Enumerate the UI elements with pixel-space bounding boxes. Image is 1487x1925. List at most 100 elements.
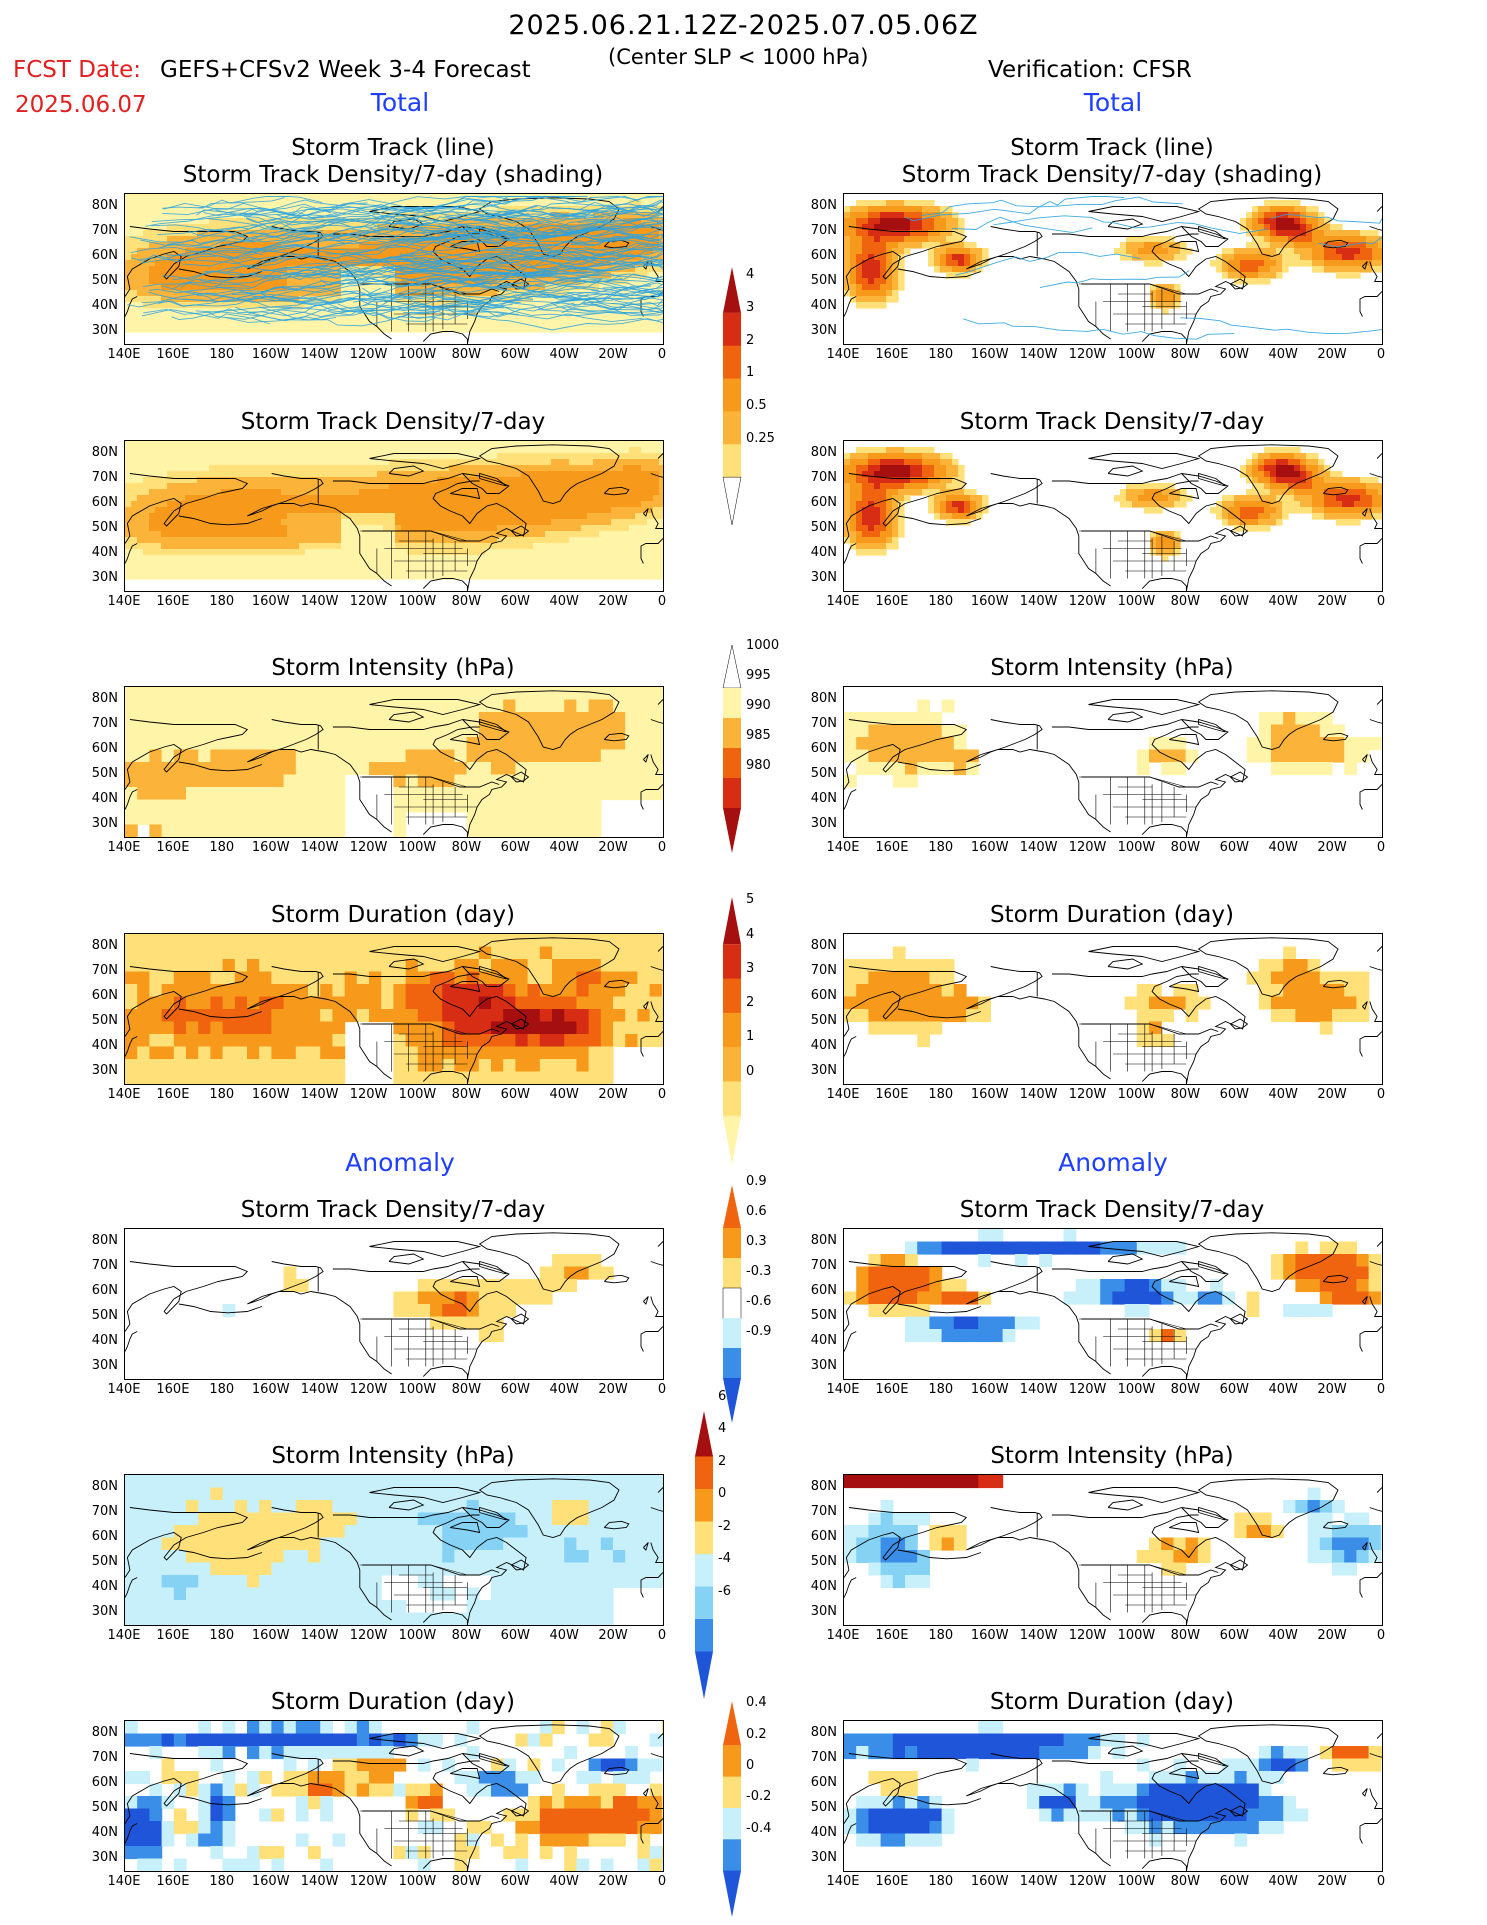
field-cell [647, 555, 654, 562]
field-cell [605, 314, 612, 321]
field-cell [143, 254, 150, 261]
field-cell [155, 242, 162, 249]
field-cell [647, 212, 654, 219]
field-cell [593, 320, 600, 327]
field-cell [569, 441, 576, 448]
field-cell [383, 495, 390, 502]
field-cell [1300, 218, 1307, 225]
field-cell [1312, 248, 1319, 255]
field-cell [323, 501, 330, 508]
field-cell [1252, 230, 1259, 237]
field-cell [587, 459, 594, 466]
field-cell [407, 561, 414, 568]
field-cell [1312, 260, 1319, 267]
field-cell [1276, 272, 1283, 279]
field-cell [1330, 254, 1337, 261]
field-cell [203, 489, 210, 496]
field-cell [958, 230, 965, 237]
field-cell [587, 549, 594, 556]
field-cell [461, 555, 468, 562]
field-cell [485, 483, 492, 490]
field-cell [263, 266, 270, 273]
field-cell [353, 242, 360, 249]
field-cell [509, 242, 516, 249]
field-cell [856, 266, 863, 273]
field-cell [155, 555, 162, 562]
field-cell [137, 489, 144, 496]
field-cell [1282, 212, 1289, 219]
field-cell [539, 525, 546, 532]
field-cell [946, 206, 953, 213]
storm-track-line [407, 298, 663, 331]
field-cell [1252, 272, 1259, 279]
field-cell [497, 206, 504, 213]
field-cell [425, 266, 432, 273]
field-cell [443, 465, 450, 472]
field-cell [533, 519, 540, 526]
field-cell [335, 272, 342, 279]
field-cell [413, 549, 420, 556]
state-border [1149, 283, 1187, 295]
field-cell [557, 495, 564, 502]
field-cell [359, 290, 366, 297]
field-cell [401, 471, 408, 478]
field-cell [886, 236, 893, 243]
field-cell [359, 477, 366, 484]
field-cell [251, 302, 258, 309]
field-cell [227, 212, 234, 219]
field-cell [359, 483, 366, 490]
field-cell [347, 242, 354, 249]
field-cell [377, 194, 384, 201]
field-cell [401, 284, 408, 291]
model-label: GEFS+CFSv2 Week 3-4 Forecast [160, 57, 531, 83]
field-cell [886, 212, 893, 219]
field-cell [1348, 236, 1355, 243]
field-cell [527, 206, 534, 213]
field-cell [185, 320, 192, 327]
field-cell [209, 465, 216, 472]
field-cell [539, 543, 546, 550]
field-cell [473, 519, 480, 526]
field-cell [185, 525, 192, 532]
field-cell [155, 230, 162, 237]
storm-track-line [955, 252, 1141, 276]
field-cell [335, 489, 342, 496]
field-cell [251, 471, 258, 478]
field-cell [365, 555, 372, 562]
field-cell [281, 212, 288, 219]
field-cell [395, 531, 402, 538]
field-cell [653, 489, 660, 496]
field-cell [155, 212, 162, 219]
section-anomaly-right: Anomaly [1058, 1148, 1168, 1177]
field-cell [892, 248, 899, 255]
field-cell [1312, 206, 1319, 213]
field-cell [155, 507, 162, 514]
field-cell [599, 561, 606, 568]
field-cell [233, 537, 240, 544]
field-cell [443, 477, 450, 484]
field-cell [455, 501, 462, 508]
field-cell [239, 447, 246, 454]
field-cell [515, 302, 522, 309]
field-cell [173, 290, 180, 297]
field-cell [623, 495, 630, 502]
field-cell [335, 194, 342, 201]
field-cell [581, 224, 588, 231]
field-cell [281, 302, 288, 309]
field-cell [269, 218, 276, 225]
field-cell [173, 483, 180, 490]
field-cell [251, 194, 258, 201]
field-cell [611, 314, 618, 321]
field-cell [233, 314, 240, 321]
field-cell [970, 254, 977, 261]
field-cell [431, 483, 438, 490]
field-cell [575, 441, 582, 448]
field-cell [880, 212, 887, 219]
field-cell [443, 501, 450, 508]
field-cell [1156, 254, 1163, 261]
field-cell [233, 507, 240, 514]
field-cell [485, 549, 492, 556]
field-cell [239, 525, 246, 532]
field-cell [185, 242, 192, 249]
field-cell [287, 507, 294, 514]
